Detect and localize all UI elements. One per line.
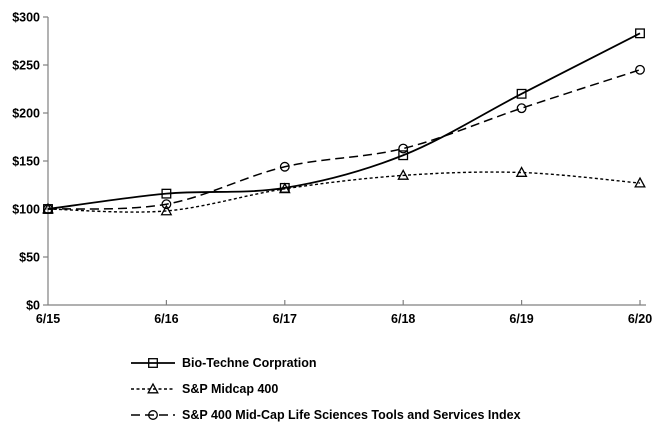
triangle-marker-icon — [397, 169, 410, 180]
series-line-0 — [47, 32, 641, 210]
x-axis-tick-label: 6/19 — [509, 312, 533, 326]
y-axis-tick-label: $200 — [12, 107, 40, 121]
circle-marker-icon — [279, 161, 290, 172]
legend-item-sp-400-life-sciences: S&P 400 Mid-Cap Life Sciences Tools and … — [130, 406, 521, 423]
axes — [47, 17, 646, 306]
legend-item-bio-techne: Bio-Techne Corpration — [130, 354, 521, 371]
x-axis-ticks: 6/15 6/16 6/17 6/18 6/19 6/20 — [36, 300, 652, 326]
legend-dotted-line-triangle-marker-icon — [131, 382, 175, 393]
legend-label-bio-techne: Bio-Techne Corpration — [182, 355, 317, 370]
square-marker-icon — [161, 188, 172, 199]
triangle-marker-icon-legend — [147, 382, 159, 393]
circle-marker-icon — [43, 204, 53, 214]
y-axis-tick-label: $50 — [19, 251, 40, 265]
x-axis-tick-label: 6/15 — [36, 312, 60, 326]
triangle-marker-icon — [160, 204, 173, 216]
legend-item-sp-midcap-400: S&P Midcap 400 — [130, 380, 521, 397]
square-marker-icon — [516, 88, 527, 99]
circle-marker-icon — [398, 143, 409, 154]
square-marker-icon-legend — [148, 357, 158, 368]
x-axis-tick-label: 6/20 — [628, 312, 652, 326]
legend-dashed-line-circle-marker-icon — [131, 409, 175, 420]
y-axis-tick-label: $0 — [26, 299, 40, 313]
y-axis-ticks: $0 $50 $100 $150 $200 $250 $300 — [12, 11, 48, 313]
x-axis-tick-label: 6/17 — [273, 312, 297, 326]
y-axis-tick-label: $300 — [12, 11, 40, 25]
series-0 — [43, 28, 645, 214]
triangle-marker-icon — [634, 176, 646, 188]
series-line-1 — [47, 171, 641, 213]
legend-label-sp-midcap-400: S&P Midcap 400 — [182, 381, 279, 396]
square-marker-icon — [398, 150, 409, 161]
legend-label-sp-400-life-sciences: S&P 400 Mid-Cap Life Sciences Tools and … — [182, 407, 521, 422]
chart-legend: Bio-Techne Corpration S&P Midcap 400 S&P… — [130, 354, 521, 423]
x-axis-tick-label: 6/16 — [154, 312, 178, 326]
circle-marker-icon — [635, 64, 645, 75]
circle-marker-icon-legend — [148, 409, 158, 420]
circle-marker-icon — [161, 199, 172, 210]
circle-marker-icon — [516, 103, 527, 114]
legend-solid-line-square-marker-icon — [131, 357, 175, 368]
triangle-marker-icon — [278, 182, 291, 194]
series-2 — [43, 64, 645, 214]
square-marker-icon — [635, 28, 645, 39]
y-axis-tick-label: $100 — [12, 203, 40, 217]
triangle-marker-icon — [515, 166, 528, 177]
series-line-2 — [47, 69, 641, 210]
y-axis-tick-label: $150 — [12, 155, 40, 169]
x-axis-tick-label: 6/18 — [391, 312, 415, 326]
y-axis-tick-label: $250 — [12, 59, 40, 73]
